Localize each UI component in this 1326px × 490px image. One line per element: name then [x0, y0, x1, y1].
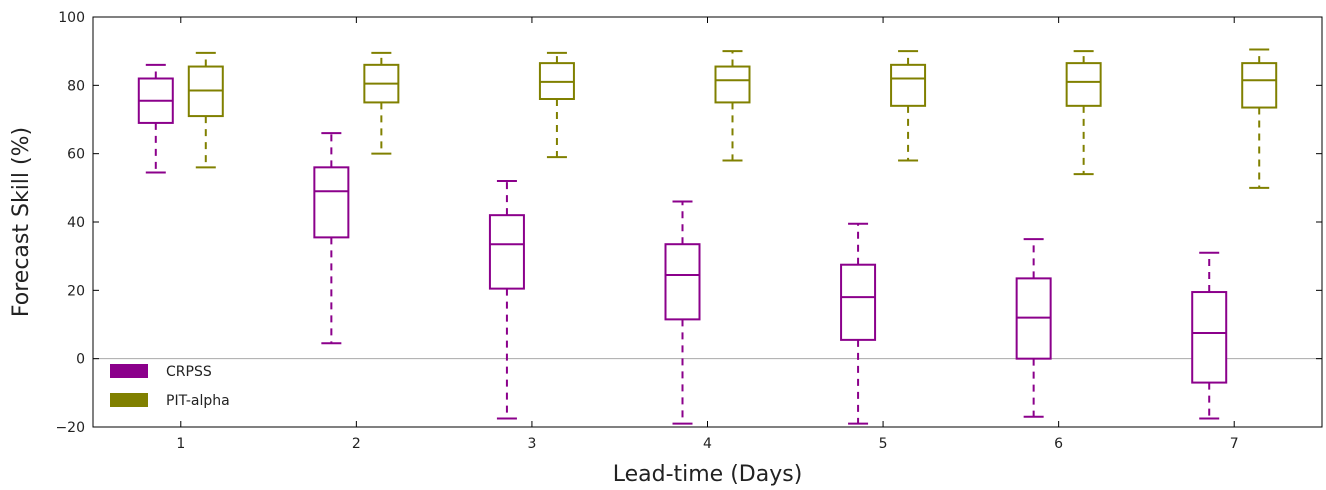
x-tick-label: 2 [352, 436, 361, 452]
crpss-box [137, 63, 174, 174]
y-tick-label: 0 [76, 352, 85, 368]
box-body [1241, 62, 1278, 109]
y-axis-label: Forecast Skill (%) [9, 127, 34, 317]
y-tick-label: 100 [58, 10, 85, 26]
pit-alpha-box [538, 51, 575, 159]
pit-alpha-box [1241, 48, 1278, 189]
crpss-box [313, 132, 350, 345]
pit-alpha-box [187, 51, 224, 169]
box-body [664, 243, 701, 321]
box-body [488, 214, 525, 290]
legend-label: PIT-alpha [166, 393, 230, 409]
box-body [1065, 62, 1102, 107]
x-tick-label: 6 [1054, 436, 1063, 452]
y-tick-label: 20 [67, 283, 85, 299]
box-body [714, 65, 751, 104]
crpss-box [488, 180, 525, 420]
box-body [1191, 291, 1228, 384]
crpss-box [664, 200, 701, 425]
x-tick-label: 1 [176, 436, 185, 452]
pit-alpha-box [714, 50, 751, 162]
y-tick-label: 60 [67, 147, 85, 163]
y-tick-label: −20 [55, 420, 85, 436]
box-body [890, 63, 927, 107]
box-body [313, 166, 350, 239]
x-tick-label: 4 [703, 436, 712, 452]
y-tick-label: 40 [67, 215, 85, 231]
x-tick-label: 7 [1230, 436, 1239, 452]
x-tick-label: 5 [879, 436, 888, 452]
pit-alpha-box [363, 51, 400, 155]
box-body [840, 263, 877, 341]
crpss-box [1015, 238, 1052, 418]
crpss-box [1191, 251, 1228, 420]
crpss-box [840, 222, 877, 425]
pit-alpha-box [890, 50, 927, 162]
legend-swatch [110, 393, 148, 407]
x-axis-label: Lead-time (Days) [613, 462, 803, 487]
pit-alpha-box [1065, 50, 1102, 176]
legend: CRPSS PIT-alpha [110, 364, 230, 409]
legend-label: CRPSS [166, 364, 212, 380]
x-tick-label: 3 [527, 436, 536, 452]
plot-area-frame [92, 16, 1323, 428]
y-tick-label: 80 [67, 78, 85, 94]
legend-swatch [110, 364, 148, 378]
